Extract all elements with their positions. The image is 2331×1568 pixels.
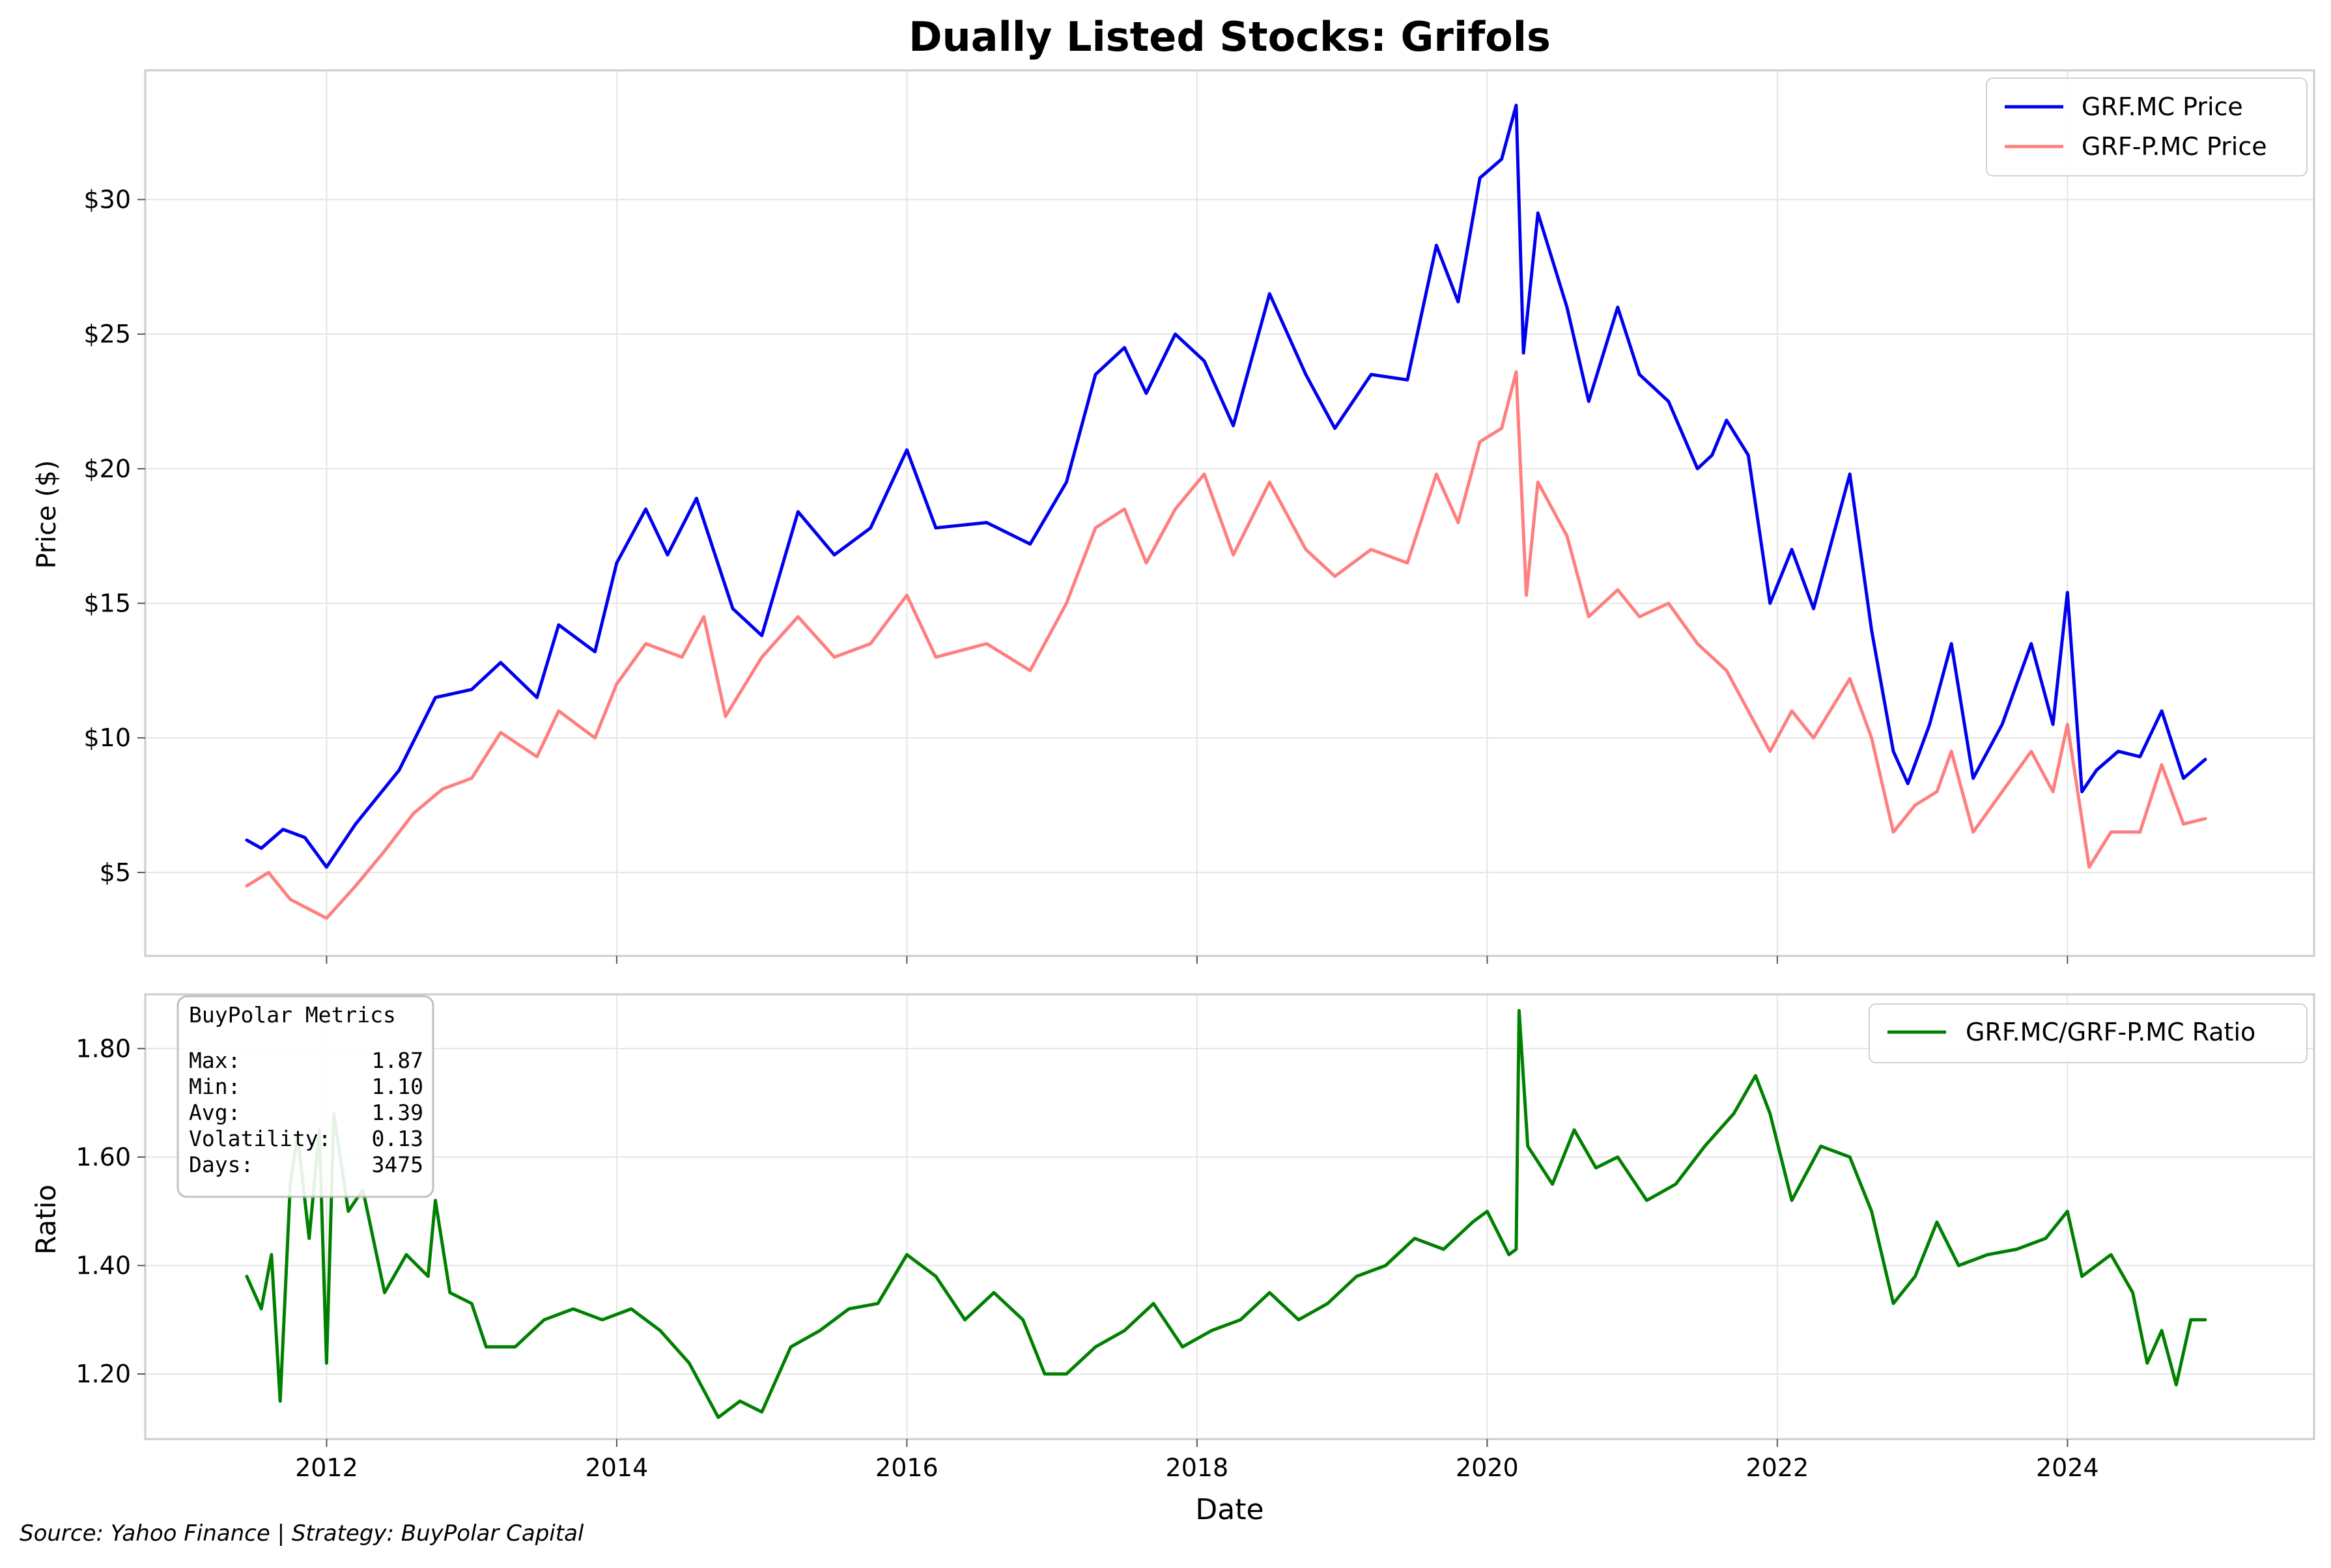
ratio-xtick-label-2: 2016 bbox=[875, 1453, 939, 1482]
metrics-row-value-0: 1.87 bbox=[372, 1048, 423, 1073]
price-x-ticks bbox=[326, 956, 2069, 964]
ratio-axes-frame bbox=[144, 993, 2315, 1440]
price-grid bbox=[145, 70, 2314, 956]
price-ytick-label-0: $5 bbox=[100, 858, 131, 887]
price-panel: $5 $10 $15 $20 $25 $30 Dually Listed Stocks: … bbox=[32, 13, 2315, 964]
metrics-row-value-3: 0.13 bbox=[372, 1126, 423, 1151]
ratio-series-line-0 bbox=[245, 1009, 2207, 1420]
metrics-row-label-4: Days: bbox=[189, 1152, 253, 1177]
price-axes-frame bbox=[144, 69, 2315, 957]
ratio-legend-frame bbox=[1869, 1003, 2308, 1063]
ratio-xtick-label-0: 2012 bbox=[295, 1453, 358, 1482]
metrics-row-label-1: Min: bbox=[189, 1074, 240, 1099]
metrics-title: BuyPolar Metrics bbox=[189, 1002, 396, 1028]
legend-label-ratio: GRF.MC/GRF-P.MC Ratio bbox=[1966, 1018, 2255, 1046]
price-ytick-label-3: $20 bbox=[83, 455, 131, 483]
ratio-legend: GRF.MC/GRF-P.MC Ratio bbox=[1869, 1003, 2308, 1063]
price-legend-frame bbox=[1986, 77, 2308, 176]
source-footnote: Source: Yahoo Finance | Strategy: BuyPol… bbox=[20, 1520, 584, 1547]
ratio-xtick-label-3: 2018 bbox=[1166, 1453, 1229, 1482]
metrics-row-label-3: Volatility: bbox=[189, 1126, 332, 1151]
ratio-ytick-label-0: 1.20 bbox=[76, 1360, 131, 1388]
price-ytick-label-1: $10 bbox=[83, 723, 131, 752]
price-y-axis-label: Price ($) bbox=[32, 460, 62, 569]
chart-title: Dually Listed Stocks: Grifols bbox=[909, 13, 1551, 61]
ratio-ytick-label-3: 1.80 bbox=[76, 1034, 131, 1063]
price-legend: GRF.MC Price GRF-P.MC Price bbox=[1986, 77, 2308, 176]
metrics-box-frame bbox=[177, 995, 434, 1198]
ratio-ytick-label-1: 1.40 bbox=[76, 1251, 131, 1280]
metrics-rows: Max: 1.87 Min: 1.10 Avg: 1.39 Volatility: 0.13 D… bbox=[189, 1048, 423, 1177]
ratio-x-axis-label: Date bbox=[1195, 1493, 1264, 1526]
metrics-row-value-1: 1.10 bbox=[372, 1074, 423, 1099]
price-ytick-label-5: $30 bbox=[83, 185, 131, 214]
metrics-row-value-4: 3475 bbox=[372, 1152, 423, 1177]
price-ytick-label-4: $25 bbox=[83, 320, 131, 348]
ratio-x-ticks: 2012 2014 2016 2018 2020 2022 2024 bbox=[295, 1439, 2099, 1482]
ratio-y-axis-label: Ratio bbox=[30, 1184, 62, 1255]
price-series-line-1 bbox=[245, 370, 2207, 920]
ratio-ytick-label-2: 1.60 bbox=[76, 1143, 131, 1171]
metrics-row-label-2: Avg: bbox=[189, 1100, 240, 1125]
ratio-xtick-label-4: 2020 bbox=[1456, 1453, 1519, 1482]
legend-label-grf-mc: GRF.MC Price bbox=[2082, 92, 2243, 121]
ratio-panel: 1.20 1.40 1.60 1.80 2012 2014 2016 2018 2020 202… bbox=[30, 993, 2315, 1526]
legend-label-grf-p-mc: GRF-P.MC Price bbox=[2082, 132, 2267, 161]
price-y-ticks: $5 $10 $15 $20 $25 $30 bbox=[83, 185, 145, 887]
price-ytick-label-2: $15 bbox=[83, 589, 131, 617]
ratio-xtick-label-6: 2024 bbox=[2036, 1453, 2099, 1482]
metrics-box: BuyPolar Metrics Max: 1.87 Min: 1.10 Avg: 1.3… bbox=[177, 995, 434, 1198]
ratio-series bbox=[245, 1009, 2207, 1420]
price-series-line-0 bbox=[245, 104, 2207, 869]
metrics-row-value-2: 1.39 bbox=[372, 1100, 423, 1125]
ratio-y-ticks: 1.20 1.40 1.60 1.80 bbox=[76, 1034, 145, 1388]
metrics-row-label-0: Max: bbox=[189, 1048, 240, 1073]
ratio-xtick-label-1: 2014 bbox=[586, 1453, 649, 1482]
price-series bbox=[245, 104, 2207, 920]
ratio-xtick-label-5: 2022 bbox=[1745, 1453, 1809, 1482]
